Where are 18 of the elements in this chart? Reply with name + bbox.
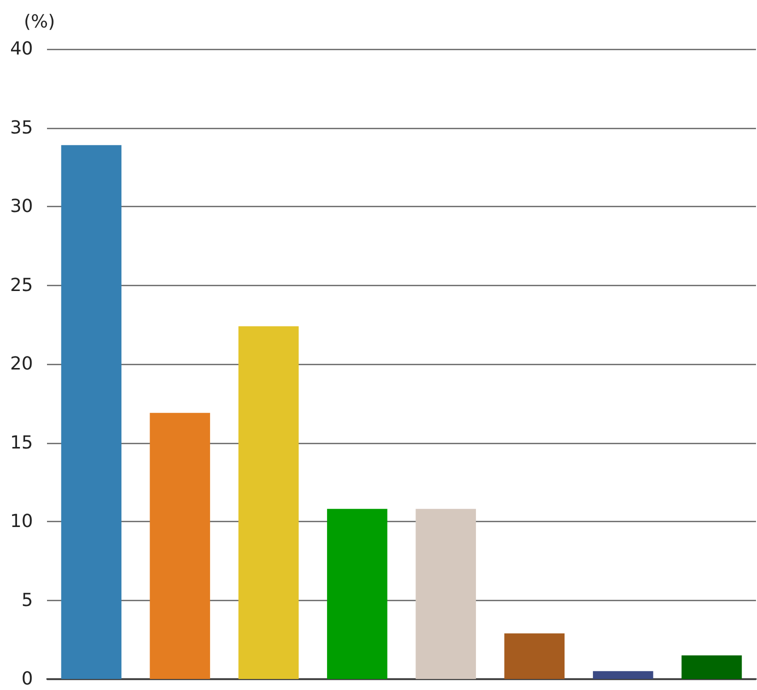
y-tick-label: 0	[22, 668, 33, 690]
y-tick-label: 20	[10, 354, 33, 374]
y-tick-label: 30	[10, 196, 33, 217]
y-tick-label: 40	[10, 38, 33, 60]
bar	[327, 508, 388, 679]
bar	[682, 655, 742, 679]
y-axis-title: (%)	[24, 12, 55, 32]
bar	[416, 508, 476, 679]
bar	[238, 326, 299, 679]
bar	[504, 633, 565, 679]
y-tick-label: 5	[22, 590, 33, 611]
bar	[592, 671, 654, 679]
bar	[150, 412, 210, 679]
y-tick-label: 25	[10, 274, 33, 296]
y-tick-label: 15	[10, 432, 33, 454]
y-tick-label: 10	[10, 511, 33, 532]
bar	[61, 145, 122, 679]
y-tick-label: 35	[10, 117, 33, 138]
